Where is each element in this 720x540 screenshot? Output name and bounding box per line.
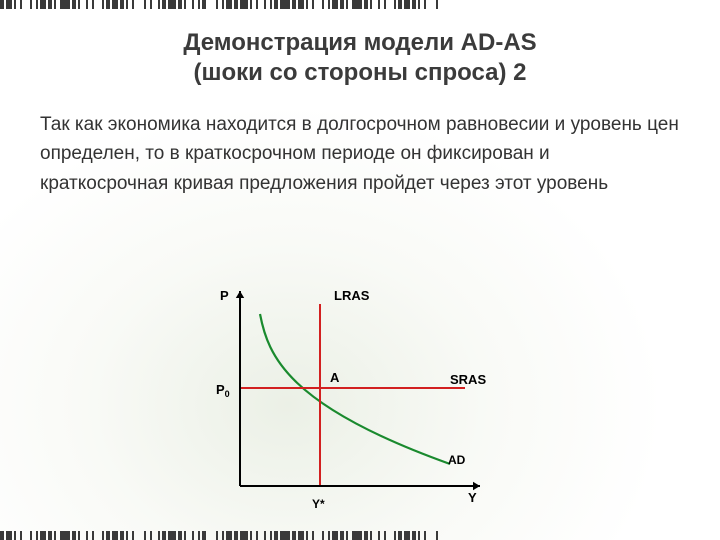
y-axis-arrow (236, 291, 244, 298)
lras-label: LRAS (334, 288, 370, 303)
point-a-label: A (330, 370, 340, 385)
y-axis-label: P (220, 288, 229, 303)
barcode-bottom (0, 531, 720, 540)
ad-as-chart: P Y LRAS SRAS AD P0 Y* A (210, 286, 510, 516)
slide-title: Демонстрация модели AD-AS (шоки со сторо… (0, 28, 720, 88)
title-line-2: (шоки со стороны спроса) 2 (193, 59, 526, 86)
body-text: Так как экономика находится в долгосрочн… (40, 110, 680, 198)
slide: Демонстрация модели AD-AS (шоки со сторо… (0, 0, 720, 540)
x-axis-label: Y (468, 490, 477, 505)
barcode-top (0, 0, 720, 9)
p0-label: P0 (216, 382, 230, 399)
x-axis-arrow (473, 482, 480, 490)
chart-svg: P Y LRAS SRAS AD P0 Y* A (210, 286, 510, 516)
ad-label: AD (448, 453, 466, 467)
title-line-1: Демонстрация модели AD-AS (183, 29, 536, 56)
sras-label: SRAS (450, 372, 486, 387)
y-star-label: Y* (312, 497, 325, 511)
